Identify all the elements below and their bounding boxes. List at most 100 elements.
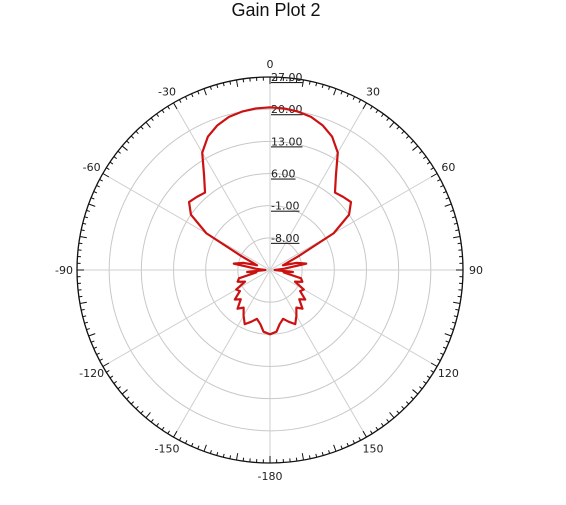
angle-label: 30 bbox=[366, 86, 380, 99]
angle-tick bbox=[375, 426, 379, 431]
angle-tick bbox=[412, 145, 419, 151]
angle-label: -30 bbox=[158, 86, 176, 99]
angle-tick bbox=[135, 130, 139, 135]
angle-tick bbox=[401, 130, 405, 135]
angle-tick bbox=[455, 308, 459, 311]
angle-tick bbox=[235, 453, 239, 461]
angle-tick bbox=[445, 197, 450, 200]
angle-tick bbox=[184, 440, 188, 444]
angle-tick bbox=[178, 437, 182, 441]
angle-tick bbox=[369, 106, 373, 110]
angle-tick bbox=[358, 437, 362, 441]
angle-tick bbox=[321, 452, 324, 456]
angle-tick bbox=[130, 135, 135, 139]
angle-tick bbox=[229, 81, 232, 85]
angle-tick bbox=[209, 86, 212, 90]
angle-tick bbox=[156, 113, 160, 117]
angle-tick bbox=[301, 453, 305, 461]
angle-tick bbox=[362, 430, 367, 438]
angle-tick bbox=[88, 203, 96, 207]
angle-tick bbox=[375, 109, 379, 114]
angle-label: 120 bbox=[438, 367, 459, 380]
angle-tick bbox=[167, 106, 171, 110]
grid-spoke bbox=[173, 269, 271, 438]
angle-tick bbox=[444, 203, 452, 207]
angle-tick bbox=[352, 96, 356, 100]
angle-tick bbox=[369, 430, 373, 434]
angle-tick bbox=[453, 301, 461, 305]
angle-tick bbox=[191, 93, 194, 98]
angle-tick bbox=[450, 328, 454, 331]
angle-tick bbox=[423, 156, 427, 160]
angle-tick bbox=[442, 346, 447, 349]
angle-tick bbox=[340, 90, 343, 95]
angle-tick bbox=[321, 84, 324, 88]
grid-spoke bbox=[102, 173, 271, 271]
angle-tick bbox=[102, 173, 110, 178]
grid-spoke bbox=[102, 269, 271, 367]
angle-tick bbox=[410, 396, 414, 400]
angle-label: -180 bbox=[258, 470, 283, 483]
angle-tick bbox=[96, 184, 100, 188]
angle-label: -120 bbox=[79, 367, 104, 380]
angle-tick bbox=[222, 82, 225, 87]
angle-tick bbox=[315, 82, 318, 87]
angle-tick bbox=[96, 352, 100, 356]
angle-tick bbox=[79, 235, 87, 239]
angle-tick bbox=[90, 197, 95, 200]
angle-tick bbox=[173, 430, 178, 438]
angle-tick bbox=[126, 396, 130, 400]
ring-label: 13.00 bbox=[271, 135, 303, 148]
angle-tick bbox=[386, 117, 390, 121]
angle-tick bbox=[453, 235, 461, 239]
angle-tick bbox=[450, 209, 454, 212]
ring-label: -8.00 bbox=[271, 232, 299, 245]
angle-tick bbox=[82, 315, 87, 318]
angle-tick bbox=[161, 426, 165, 431]
angle-label: -90 bbox=[55, 264, 73, 277]
angle-tick bbox=[173, 102, 178, 110]
angle-tick bbox=[117, 386, 121, 390]
ring-label: 6.00 bbox=[271, 168, 296, 181]
angle-tick bbox=[426, 375, 431, 379]
angle-tick bbox=[126, 140, 130, 144]
angle-tick bbox=[86, 328, 90, 331]
angle-tick bbox=[216, 452, 219, 456]
angle-tick bbox=[396, 410, 400, 414]
angle-tick bbox=[352, 440, 356, 444]
angle-tick bbox=[93, 346, 98, 349]
angle-tick bbox=[308, 455, 311, 459]
angle-tick bbox=[81, 308, 85, 311]
grid-spoke bbox=[269, 102, 367, 271]
chart-title: Gain Plot 2 bbox=[231, 0, 320, 20]
angle-tick bbox=[453, 315, 458, 318]
angle-tick bbox=[150, 419, 154, 423]
angle-tick bbox=[140, 410, 144, 414]
angle-tick bbox=[102, 362, 110, 367]
angle-tick bbox=[389, 412, 395, 419]
angle-tick bbox=[130, 401, 135, 405]
angle-tick bbox=[452, 321, 456, 324]
angle-tick bbox=[99, 178, 103, 182]
angle-tick bbox=[86, 209, 90, 212]
angle-tick bbox=[453, 222, 458, 225]
angle-tick bbox=[455, 229, 459, 232]
angle-tick bbox=[358, 99, 362, 103]
angle-tick bbox=[197, 90, 200, 95]
angle-tick bbox=[113, 156, 117, 160]
angle-tick bbox=[79, 301, 87, 305]
angle-tick bbox=[184, 96, 188, 100]
angle-tick bbox=[135, 405, 139, 410]
angle-tick bbox=[340, 445, 343, 450]
angle-tick bbox=[109, 161, 114, 165]
angle-tick bbox=[328, 86, 331, 90]
angle-tick bbox=[452, 216, 456, 219]
angle-tick bbox=[145, 121, 151, 128]
angle-tick bbox=[380, 113, 384, 117]
angle-tick bbox=[301, 79, 305, 87]
angle-tick-marks bbox=[77, 77, 463, 463]
angle-tick bbox=[412, 389, 419, 395]
angle-label: 150 bbox=[363, 442, 384, 455]
angle-tick bbox=[430, 369, 434, 373]
